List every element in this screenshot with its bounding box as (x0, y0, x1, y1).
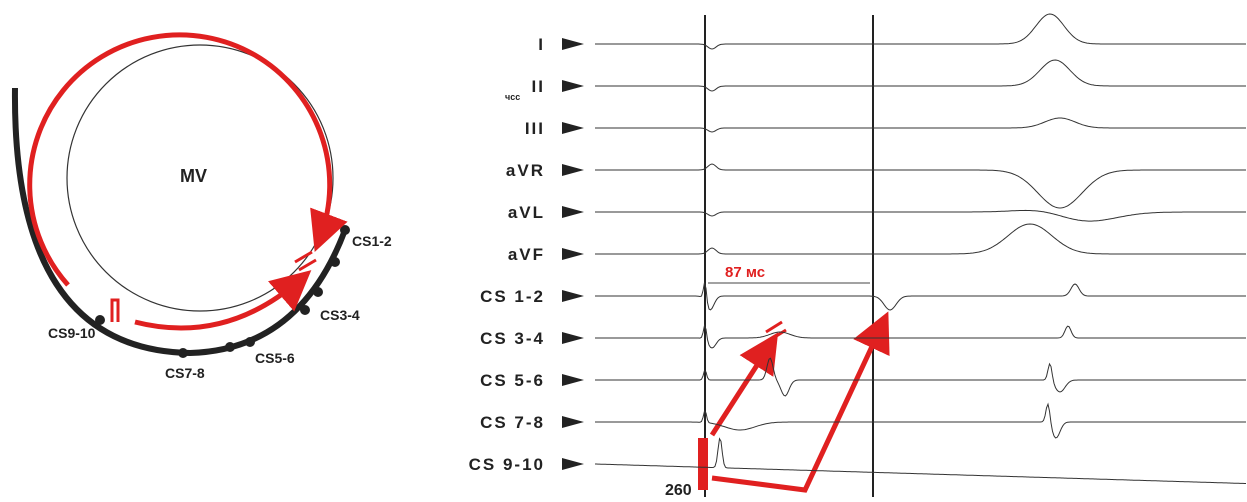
ecg-trace (595, 14, 1246, 49)
channel-arrow (562, 374, 584, 386)
red-arrow (712, 325, 882, 490)
channel-label: II (532, 77, 545, 96)
channel-label: CS 1-2 (480, 287, 545, 306)
channel-label: CS 3-4 (480, 329, 545, 348)
ecg-trace (595, 326, 1246, 349)
cs-label: CS3-4 (320, 307, 360, 323)
channel-arrow (562, 122, 584, 134)
red-arc (30, 35, 330, 285)
channel-arrow (562, 458, 584, 470)
ecg-trace (595, 358, 1246, 396)
channel-label: I (538, 35, 545, 54)
interval-label: 87 мс (725, 264, 765, 281)
ecg-trace (595, 404, 1246, 438)
ecg-trace (595, 164, 1246, 208)
channel-label: aVL (508, 203, 545, 222)
block-mark (766, 322, 786, 340)
channel-label: CS 5-6 (480, 371, 545, 390)
ecg-trace (595, 60, 1246, 91)
channel-arrow (562, 416, 584, 428)
channel-arrow (562, 248, 584, 260)
block-mark (112, 300, 118, 322)
channel-arrow (562, 206, 584, 218)
ecg-trace (595, 224, 1246, 254)
channel-label: CS 7-8 (480, 413, 545, 432)
ecg-trace (595, 283, 1246, 311)
channel-label: aVR (506, 161, 545, 180)
channel-arrow (562, 332, 584, 344)
ecg-trace (595, 210, 1246, 221)
hr-label: чсс (505, 92, 520, 102)
channel-label: CS 9-10 (469, 455, 545, 474)
cs-label: CS7-8 (165, 365, 205, 381)
figure: MV CS1-2 CS3-4 CS5-6 CS7-8 CS9-10 87 мс … (0, 0, 1247, 497)
valve-label: MV (180, 166, 207, 186)
cs-label: CS1-2 (352, 233, 392, 249)
cycle-label: 260 (665, 482, 692, 497)
ecg-trace (595, 118, 1246, 132)
channel-arrow (562, 290, 584, 302)
channel-label: III (525, 119, 545, 138)
channel-arrow (562, 80, 584, 92)
channel-arrow (562, 164, 584, 176)
pacing-mark (698, 438, 708, 490)
cs-label: CS9-10 (48, 325, 96, 341)
channel-arrow (562, 38, 584, 50)
cs-label: CS5-6 (255, 350, 295, 366)
red-arrow (712, 345, 770, 435)
ecg-trace (595, 439, 1246, 484)
left-diagram: MV CS1-2 CS3-4 CS5-6 CS7-8 CS9-10 (15, 35, 392, 381)
channel-label: aVF (508, 245, 545, 264)
coronary-sinus (15, 88, 345, 353)
